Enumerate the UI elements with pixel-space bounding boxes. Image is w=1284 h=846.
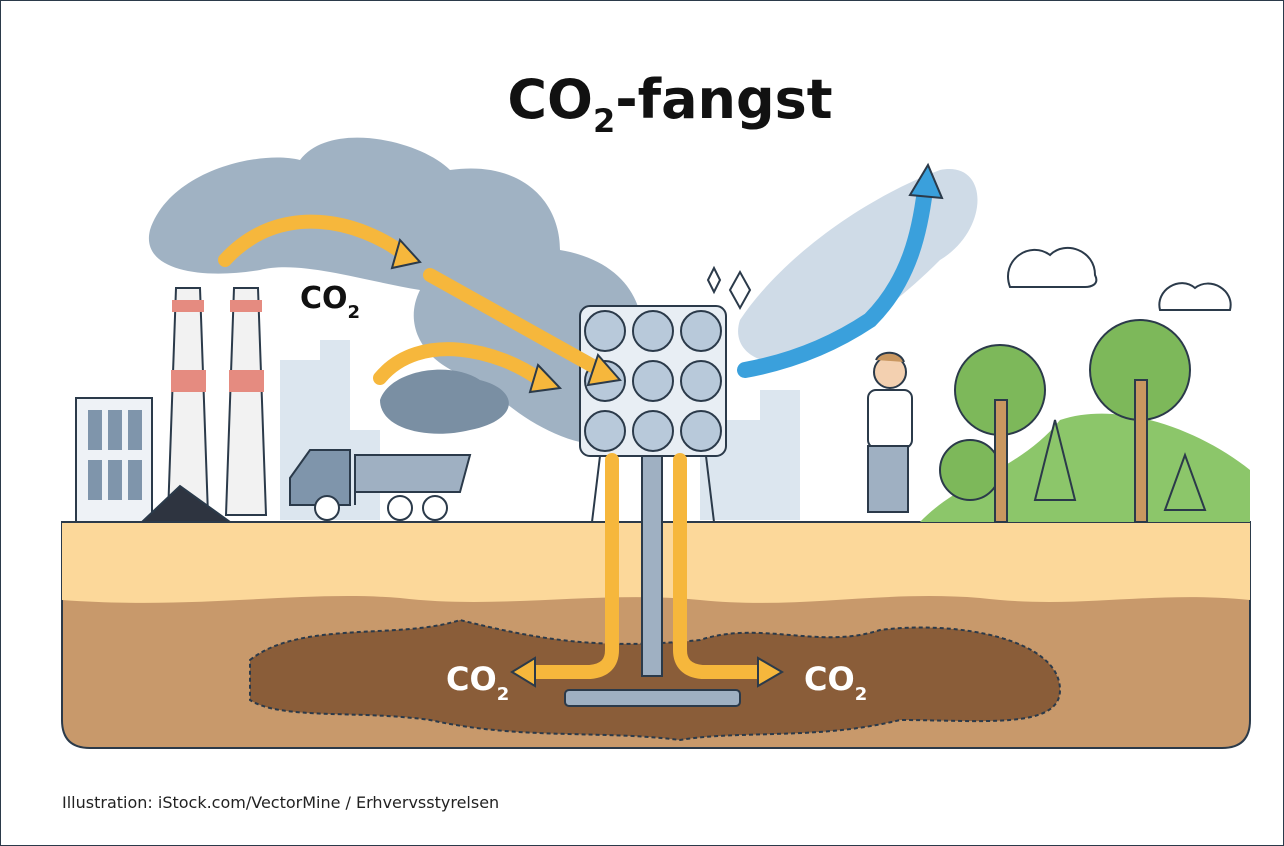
title: CO2-fangst — [507, 68, 832, 140]
label-sub: 2 — [348, 302, 361, 323]
caption: Illustration: iStock.com/VectorMine / Er… — [62, 793, 499, 812]
title-sub: 2 — [593, 102, 615, 140]
label-sub: 2 — [497, 684, 510, 705]
label-sub: 2 — [855, 684, 868, 705]
label-main: CO — [446, 660, 497, 698]
page: CO2-fangst CO2 CO2 CO2 Illustration: iSt… — [0, 0, 1284, 846]
title-main: CO — [507, 68, 593, 131]
label-main: CO — [300, 281, 348, 316]
label-main: CO — [804, 660, 855, 698]
title-rest: -fangst — [615, 68, 832, 131]
